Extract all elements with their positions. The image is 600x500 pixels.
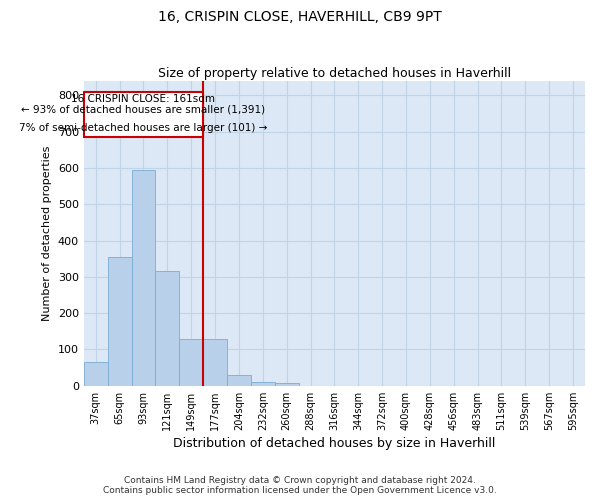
Text: ← 93% of detached houses are smaller (1,391): ← 93% of detached houses are smaller (1,… [22,104,266,115]
FancyBboxPatch shape [84,92,203,137]
Title: Size of property relative to detached houses in Haverhill: Size of property relative to detached ho… [158,66,511,80]
Bar [203,338,227,386]
Text: 7% of semi-detached houses are larger (101) →: 7% of semi-detached houses are larger (1… [19,123,268,133]
X-axis label: Distribution of detached houses by size in Haverhill: Distribution of detached houses by size … [173,437,496,450]
Bar [227,375,251,386]
Bar [84,362,107,386]
Bar [131,170,155,386]
Bar [275,383,299,386]
Bar [179,338,203,386]
Y-axis label: Number of detached properties: Number of detached properties [42,146,52,321]
Text: 16 CRISPIN CLOSE: 161sqm: 16 CRISPIN CLOSE: 161sqm [71,94,215,104]
Bar [107,257,131,386]
Text: Contains HM Land Registry data © Crown copyright and database right 2024.
Contai: Contains HM Land Registry data © Crown c… [103,476,497,495]
Bar [155,272,179,386]
Bar [251,382,275,386]
Text: 16, CRISPIN CLOSE, HAVERHILL, CB9 9PT: 16, CRISPIN CLOSE, HAVERHILL, CB9 9PT [158,10,442,24]
